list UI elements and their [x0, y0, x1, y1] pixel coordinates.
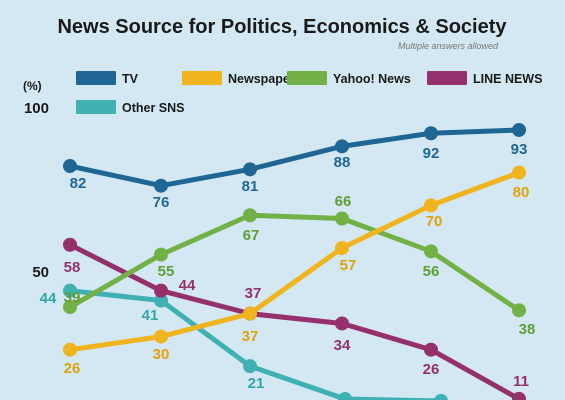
legend-swatch-newspaper	[182, 71, 222, 85]
data-point-other-sns-3	[243, 359, 257, 374]
data-point-yahoo-news-6	[512, 303, 526, 318]
data-point-tv-6	[512, 122, 526, 137]
legend-swatch-tv	[76, 71, 116, 85]
data-label-tv-2: 76	[153, 194, 170, 211]
data-label-newspaper-3: 37	[242, 328, 259, 345]
data-point-line-news-1	[63, 237, 77, 252]
data-label-line-news-5: 26	[423, 361, 440, 378]
data-label-tv-4: 88	[334, 154, 351, 171]
data-point-tv-2	[154, 178, 168, 193]
data-point-yahoo-news-2	[154, 247, 168, 262]
data-point-newspaper-4	[335, 241, 349, 256]
data-point-newspaper-2	[154, 329, 168, 344]
data-label-line-news-3: 37	[245, 285, 262, 302]
series-line-newspaper	[67, 170, 522, 353]
data-point-line-news-5	[424, 342, 438, 357]
data-label-other-sns-2: 41	[142, 307, 159, 324]
data-point-tv-5	[424, 126, 438, 141]
data-label-line-news-6: 11	[513, 373, 529, 390]
data-point-line-news-4	[335, 316, 349, 331]
series-line-yahoo-news	[67, 212, 522, 313]
data-point-other-sns-2	[154, 293, 168, 308]
data-label-newspaper-1: 26	[64, 360, 81, 377]
data-point-line-news-2	[154, 283, 168, 298]
data-label-tv-3: 81	[242, 178, 259, 195]
legend-label-other-sns: Other SNS	[122, 101, 185, 115]
data-point-yahoo-news-5	[424, 244, 438, 259]
data-label-newspaper-5: 70	[426, 213, 443, 230]
data-label-other-sns-1: 44	[40, 290, 57, 307]
data-point-newspaper-1	[63, 342, 77, 357]
legend-swatch-yahoo-news	[287, 71, 327, 85]
data-point-line-news-6	[512, 391, 526, 400]
data-label-line-news-2: 44	[179, 277, 196, 294]
data-label-newspaper-4: 57	[340, 257, 357, 274]
y-axis-unit-label: (%)	[23, 79, 42, 93]
data-label-newspaper-6: 80	[513, 184, 530, 201]
legend: TV Newspaper Yahoo! News LINE NEWS Other SNS	[76, 71, 542, 115]
data-label-line-news-4: 34	[334, 337, 351, 354]
y-tick-label-50: 50	[32, 264, 49, 281]
data-point-yahoo-news-1	[63, 300, 77, 315]
legend-label-line-news: LINE NEWS	[473, 72, 542, 86]
data-label-other-sns-3: 21	[248, 375, 265, 392]
data-label-line-news-1: 58	[64, 259, 81, 276]
series-points	[63, 122, 526, 400]
legend-swatch-line-news	[427, 71, 467, 85]
data-point-other-sns-1	[63, 283, 77, 298]
data-label-yahoo-news-5: 56	[423, 263, 440, 280]
data-label-yahoo-news-3: 67	[243, 227, 260, 244]
data-point-newspaper-6	[512, 165, 526, 180]
data-label-yahoo-news-2: 55	[158, 263, 175, 280]
data-point-other-sns-offscale-2	[434, 394, 448, 400]
data-label-newspaper-2: 30	[153, 346, 170, 363]
legend-swatch-other-sns	[76, 100, 116, 114]
y-axis-ticks: 100 50	[24, 100, 49, 281]
series-lines	[67, 127, 522, 400]
data-point-yahoo-news-4	[335, 211, 349, 226]
data-point-tv-3	[243, 162, 257, 177]
y-tick-label-100: 100	[24, 100, 49, 117]
chart-subtitle: Multiple answers allowed	[398, 41, 499, 51]
data-point-newspaper-3	[243, 306, 257, 321]
data-point-tv-4	[335, 139, 349, 154]
chart-title: News Source for Politics, Economics & So…	[57, 16, 507, 38]
legend-label-tv: TV	[122, 72, 139, 86]
data-label-tv-6: 93	[511, 141, 528, 158]
data-label-yahoo-news-1: 39	[64, 289, 81, 306]
data-labels: 44 41 21 58 44 37 34 26 11 39 55 67 66 56 38 26 30 37 57 70…	[40, 141, 536, 392]
data-point-other-sns-offscale-1	[338, 392, 352, 400]
data-point-newspaper-5	[424, 198, 438, 213]
data-label-tv-1: 82	[70, 175, 87, 192]
data-label-yahoo-news-6: 38	[519, 321, 536, 338]
data-label-yahoo-news-4: 66	[335, 193, 352, 210]
data-label-tv-5: 92	[423, 145, 440, 162]
legend-label-yahoo-news: Yahoo! News	[333, 72, 411, 86]
series-line-tv	[67, 127, 522, 189]
data-point-tv-1	[63, 159, 77, 174]
series-line-line-news	[67, 242, 522, 400]
legend-label-newspaper: Newspaper	[228, 72, 295, 86]
data-point-yahoo-news-3	[243, 208, 257, 223]
